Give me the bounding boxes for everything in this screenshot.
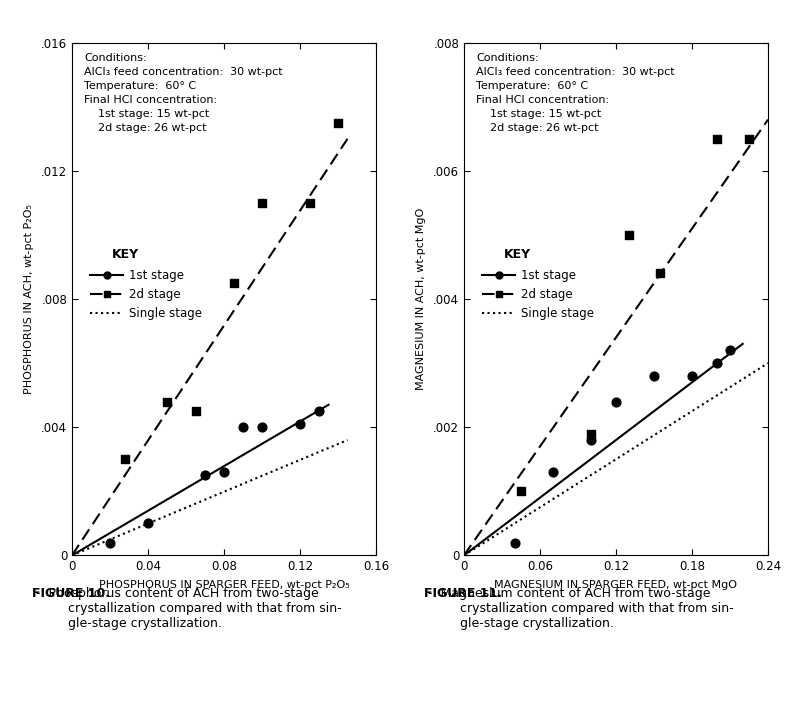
Point	[610, 396, 622, 407]
Point	[546, 466, 559, 478]
X-axis label: MAGNESIUM IN SPARGER FEED, wt-pct MgO: MAGNESIUM IN SPARGER FEED, wt-pct MgO	[494, 580, 738, 590]
Point	[584, 428, 597, 439]
Point	[198, 470, 211, 481]
Text: KEY: KEY	[111, 248, 138, 261]
Y-axis label: MAGNESIUM IN ACH, wt-pct MgO: MAGNESIUM IN ACH, wt-pct MgO	[416, 208, 426, 390]
Text: KEY: KEY	[503, 248, 530, 261]
Point	[331, 117, 344, 128]
Point	[303, 197, 316, 209]
Legend: 1st stage, 2d stage, Single stage: 1st stage, 2d stage, Single stage	[90, 269, 202, 320]
Text: FIGURE 10.: FIGURE 10.	[32, 587, 110, 600]
Point	[161, 396, 174, 407]
Point	[514, 486, 527, 497]
Point	[622, 229, 635, 241]
Point	[294, 418, 306, 429]
Point	[142, 518, 154, 529]
Point	[313, 406, 326, 417]
Text: Conditions:
AlCl₃ feed concentration:  30 wt-pct
Temperature:  60° C
Final HCl c: Conditions: AlCl₃ feed concentration: 30…	[476, 53, 674, 133]
Point	[648, 370, 661, 382]
Point	[742, 133, 755, 145]
Point	[256, 422, 269, 433]
Point	[118, 454, 131, 465]
Point	[508, 537, 521, 548]
Point	[711, 133, 724, 145]
Legend: 1st stage, 2d stage, Single stage: 1st stage, 2d stage, Single stage	[482, 269, 594, 320]
Point	[654, 268, 666, 279]
Text: FIGURE 11.: FIGURE 11.	[424, 587, 502, 600]
Point	[227, 277, 240, 289]
Point	[237, 422, 250, 433]
Point	[189, 406, 202, 417]
Text: Conditions:
AlCl₃ feed concentration:  30 wt-pct
Temperature:  60° C
Final HCl c: Conditions: AlCl₃ feed concentration: 30…	[84, 53, 282, 133]
Point	[218, 466, 230, 478]
Point	[256, 197, 269, 209]
Point	[104, 537, 117, 548]
Point	[723, 345, 736, 356]
Point	[711, 357, 724, 369]
Text: -  Phosphorus content of ACH from two-stage
         crystallization compared wi: - Phosphorus content of ACH from two-sta…	[32, 587, 342, 630]
Point	[584, 434, 597, 446]
Point	[686, 370, 698, 382]
Y-axis label: PHOSPHORUS IN ACH, wt-pct P₂O₅: PHOSPHORUS IN ACH, wt-pct P₂O₅	[24, 204, 34, 394]
X-axis label: PHOSPHORUS IN SPARGER FEED, wt-pct P₂O₅: PHOSPHORUS IN SPARGER FEED, wt-pct P₂O₅	[98, 580, 350, 590]
Text: -  Magnesium content of ACH from two-stage
         crystallization compared wit: - Magnesium content of ACH from two-stag…	[424, 587, 734, 630]
